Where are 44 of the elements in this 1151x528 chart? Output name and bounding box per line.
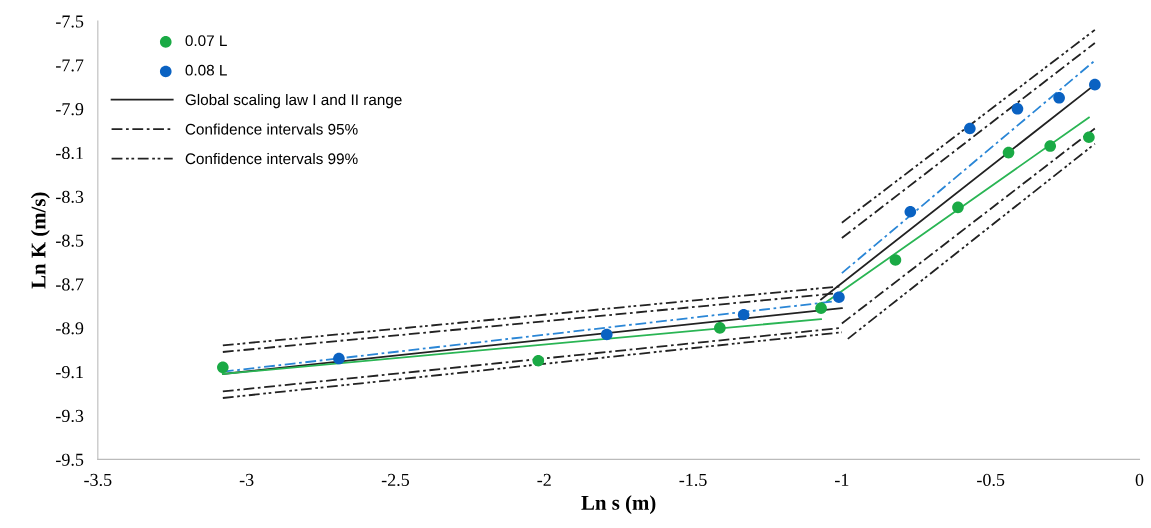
point (333, 352, 345, 365)
y-tick-label: -8.5 (56, 234, 84, 247)
point (532, 354, 545, 367)
y-tick-label: -7.5 (56, 15, 84, 28)
x-tick-label: -1.5 (679, 473, 707, 487)
point (1044, 140, 1057, 152)
point (1083, 131, 1095, 144)
point (964, 122, 976, 135)
point (1002, 146, 1015, 159)
x-tick-label: -0.5 (977, 473, 1005, 487)
point (952, 201, 964, 214)
x-tick-label: -3 (239, 473, 254, 486)
point (833, 291, 845, 304)
y-tick-label: -9.5 (56, 453, 84, 466)
y-tick-label: -8.7 (56, 278, 84, 291)
point (217, 361, 229, 374)
point (1089, 78, 1101, 91)
y-tick-label: -7.7 (56, 59, 84, 72)
x-axis-title: Ln s (m) (581, 495, 656, 515)
point (889, 254, 902, 266)
y-tick-label: -8.3 (56, 190, 84, 203)
y-axis-title: Ln K (m/s) (30, 192, 50, 289)
legend-label: Confidence intervals 95% (185, 123, 358, 135)
legend-label: Confidence intervals 99% (185, 152, 358, 165)
point (815, 302, 827, 314)
x-tick-label: -2 (537, 473, 551, 486)
x-tick-label: 0 (1135, 473, 1144, 486)
y-tick-label: -8.1 (56, 146, 83, 160)
x-tick-label: -3.5 (84, 473, 112, 487)
y-tick-label: -8.9 (56, 322, 84, 335)
point (1011, 102, 1024, 115)
point (600, 328, 613, 341)
point (1053, 92, 1065, 104)
point (714, 322, 726, 334)
legend-label: 0.08 L (185, 64, 227, 76)
point (737, 308, 750, 321)
x-tick-label: -2.5 (381, 473, 410, 487)
y-tick-label: -7.9 (56, 103, 84, 116)
point (904, 205, 917, 218)
legend-label: Global scaling law I and II range (185, 93, 402, 109)
y-tick-label: -9.3 (56, 409, 84, 423)
legend-label: 0.07 L (185, 35, 227, 47)
y-tick-label: -9.1 (56, 366, 83, 379)
x-tick-label: -1 (835, 473, 849, 486)
